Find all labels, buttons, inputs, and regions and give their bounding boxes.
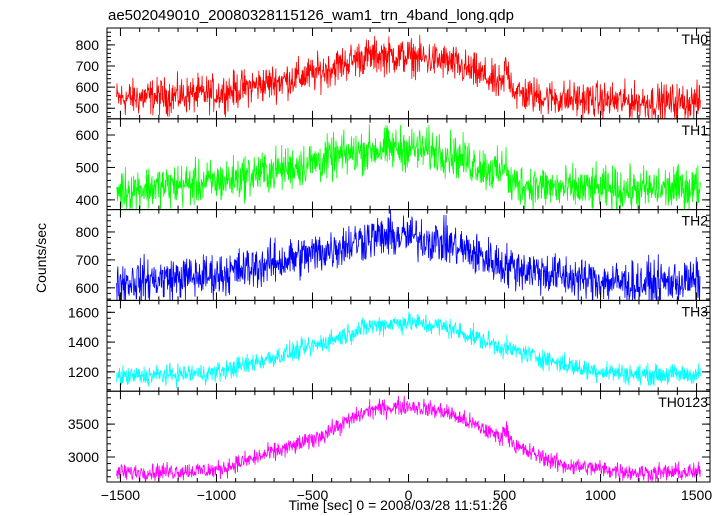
x-tick-label: 0 (405, 487, 413, 503)
panel-th0123: 3000 3500 TH0123 (68, 390, 711, 483)
y-tick-label: 1400 (68, 334, 99, 350)
panel-label-th2: TH2 (682, 213, 709, 229)
y-tick-label: 500 (76, 100, 100, 116)
panel-th0: 500 600 700 800 TH0 (76, 27, 711, 120)
y-tick-label: 1600 (68, 304, 99, 320)
series-line-th1 (116, 124, 701, 210)
series-line-th3 (116, 311, 701, 389)
y-tick-label: 3000 (68, 449, 99, 465)
x-tick-label: −500 (297, 487, 329, 503)
x-tick-label: 500 (493, 487, 517, 503)
panel-label-th0: TH0 (682, 31, 709, 47)
panel-th3: 1200 1400 1600 TH3 (68, 299, 711, 392)
y-tick-label: 600 (76, 79, 100, 95)
x-tick-label: −1500 (101, 487, 141, 503)
y-tick-label: 400 (76, 192, 100, 208)
panel-th2: 600 700 800 TH2 (76, 209, 711, 301)
panel-label-th1: TH1 (682, 122, 709, 138)
x-axis-label: Time [sec] 0 = 2008/03/28 11:51:26 (288, 497, 507, 513)
y-axis-label: Counts/sec (33, 223, 49, 293)
x-tick-label: −1000 (197, 487, 237, 503)
y-tick-label: 800 (76, 224, 100, 240)
x-axis: −1500 −1000 −500 0 500 1000 1500 (101, 487, 713, 503)
y-tick-label: 600 (76, 280, 100, 296)
chart-title: ae502049010_20080328115126_wam1_trn_4ban… (108, 7, 514, 24)
x-tick-label: 1000 (585, 487, 616, 503)
x-tick-label: 1500 (681, 487, 712, 503)
y-tick-label: 700 (76, 58, 100, 74)
panels-group: 500 600 700 800 TH0 400 500 600 TH1 600 700 800 TH2 1… (68, 27, 711, 483)
series-line-th0 (116, 34, 701, 119)
series-line-th2 (116, 209, 701, 301)
panel-th1: 400 500 600 TH1 (76, 118, 711, 211)
series-line-th0123 (116, 395, 701, 483)
y-tick-label: 600 (76, 127, 100, 143)
y-tick-label: 800 (76, 37, 100, 53)
panel-label-th3: TH3 (682, 303, 709, 319)
y-tick-label: 1200 (68, 364, 99, 380)
y-tick-label: 700 (76, 252, 100, 268)
panel-label-th0123: TH0123 (658, 394, 708, 410)
y-tick-label: 3500 (68, 416, 99, 432)
y-tick-label: 500 (76, 159, 100, 175)
